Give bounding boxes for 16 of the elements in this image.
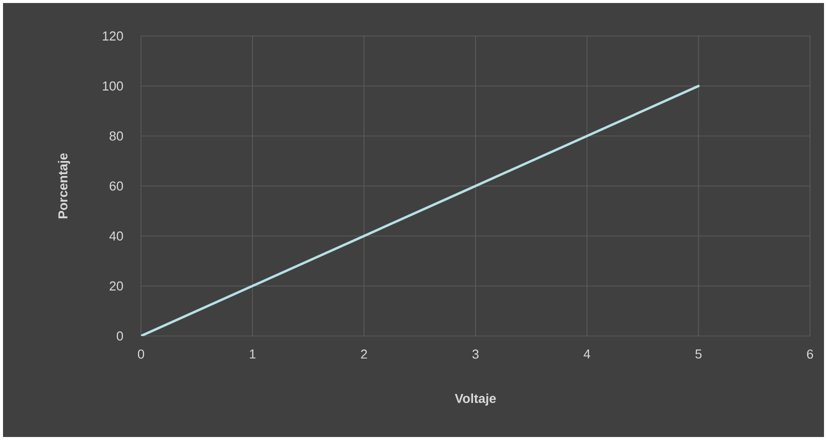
x-tick-label: 5: [695, 350, 702, 359]
x-axis-title: Voltaje: [454, 394, 496, 406]
y-axis-title: Porcentaje: [58, 153, 70, 218]
y-tick-label: 0: [116, 331, 123, 341]
y-tick-label: 120: [102, 31, 123, 41]
y-tick-label: 80: [110, 131, 123, 141]
x-tick-label: 4: [584, 350, 590, 358]
y-tick-label: 40: [109, 231, 123, 241]
x-tick-label: 6: [807, 350, 814, 359]
x-tick-label: 1: [250, 350, 256, 358]
x-tick-label: 2: [361, 350, 367, 359]
y-tick-label: 100: [102, 81, 123, 91]
y-tick-label: 60: [110, 181, 123, 191]
y-tick-label: 20: [110, 281, 123, 291]
x-tick-label: 3: [472, 350, 479, 359]
x-tick-label: 0: [138, 350, 144, 359]
